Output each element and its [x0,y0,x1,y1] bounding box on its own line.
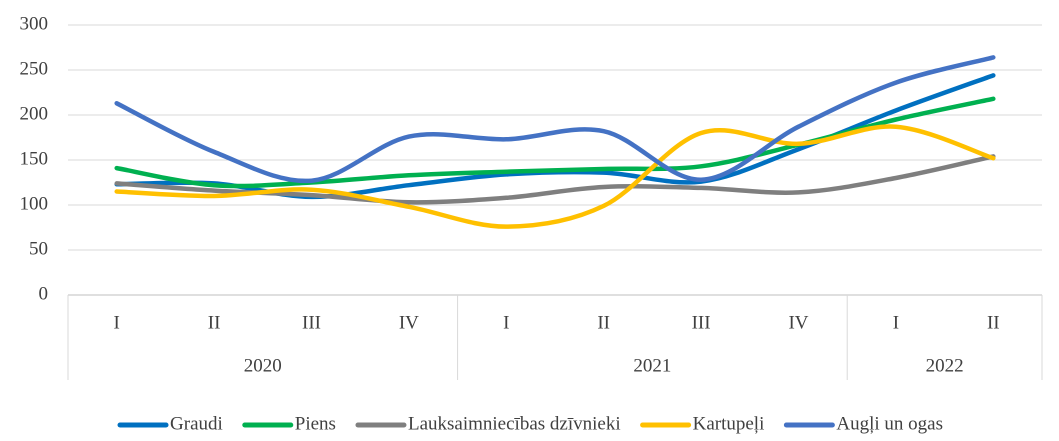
line-series [114,73,996,200]
y-tick-label: 250 [20,58,49,79]
y-tick-label: 150 [20,148,49,169]
x-tick-label: II [597,312,610,333]
x-group-label: 2022 [926,355,964,376]
y-tick-label: 50 [29,238,48,259]
y-tick-label: 100 [20,193,49,214]
x-group-label: 2020 [244,355,282,376]
x-tick-label: I [503,312,509,333]
x-tick-label: I [893,312,899,333]
y-tick-label: 0 [39,283,49,304]
x-tick-label: IV [788,312,808,333]
line-series [114,55,996,184]
x-tick-label: II [987,312,1000,333]
y-tick-label: 300 [20,13,49,34]
legend-label: Augļi un ogas [836,413,943,434]
x-tick-label: III [302,312,321,333]
x-tick-label: III [692,312,711,333]
legend-label: Lauksaimniecības dzīvnieki [408,413,621,434]
legend-label: Kartupeļi [693,413,765,434]
y-tick-label: 200 [20,103,49,124]
x-tick-label: IV [399,312,419,333]
x-group-label: 2021 [633,355,671,376]
x-tick-label: I [114,312,120,333]
legend-label: Piens [295,413,336,434]
legend-label: Graudi [170,413,223,434]
x-tick-label: II [208,312,221,333]
line-series [114,124,996,229]
